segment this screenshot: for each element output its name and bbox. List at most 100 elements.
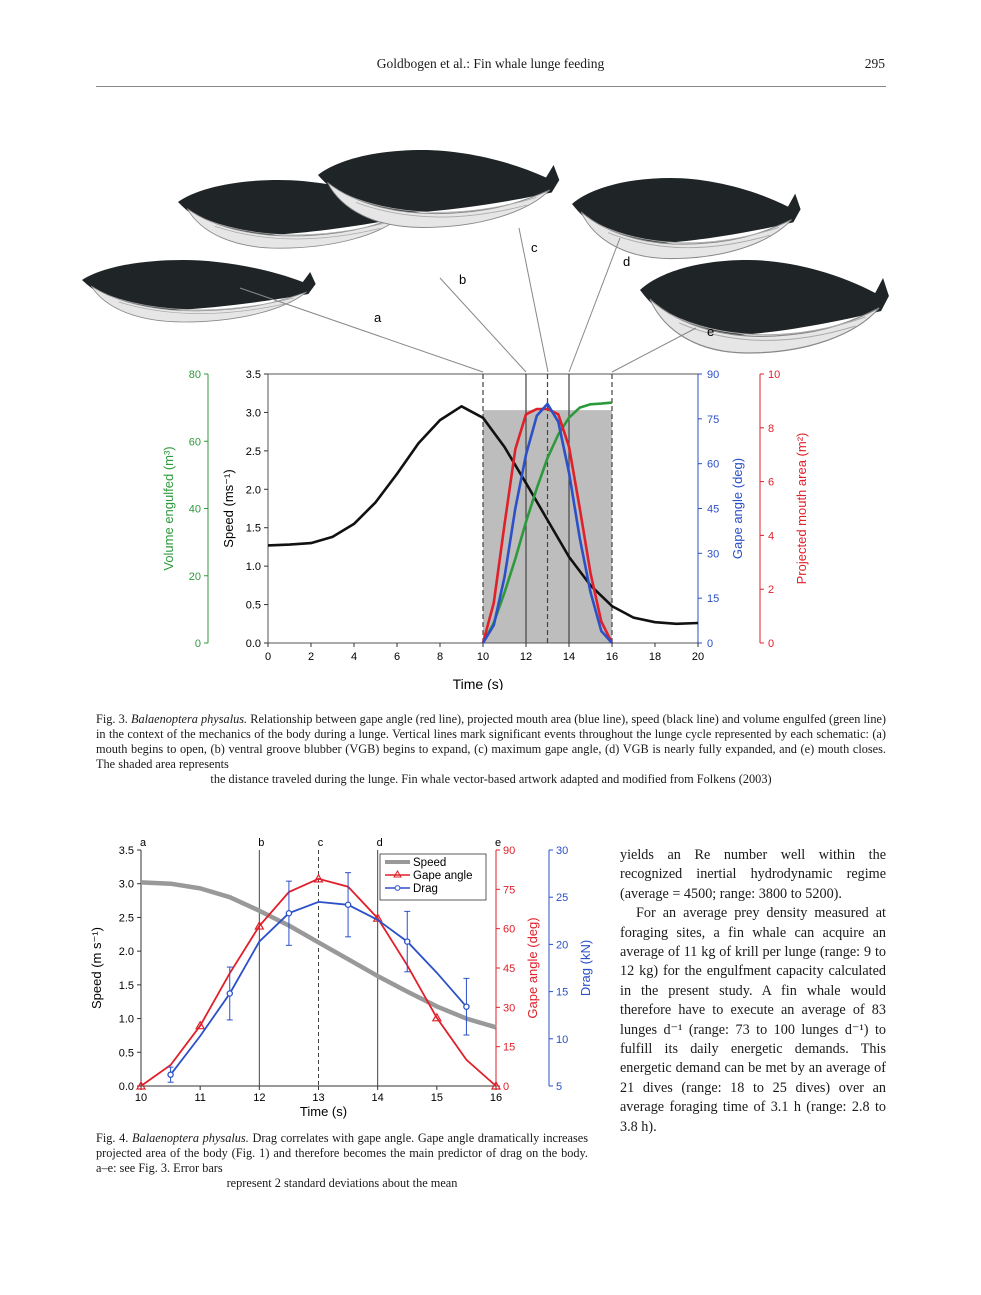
fig4-gape-marker [431,1012,442,1022]
event-letter-d: d [623,254,630,269]
fig4-gape-marker [313,873,324,883]
fig4-speed-tick-label: 0.0 [119,1081,134,1093]
fig3-speed-tick-label: 3.5 [246,369,261,381]
fig4-gape-tick-label: 0 [503,1081,509,1093]
fig3-area-tick-label: 0 [768,638,774,650]
fig3-x-tick-label: 0 [265,651,271,663]
fig4-caption-label: Fig. 4. [96,1131,129,1145]
fig3-area-tick-label: 6 [768,477,774,489]
fig3-x-tick-label: 16 [606,651,618,663]
fig4-event-letter-d: d [377,837,383,849]
fig4-x-tick-label: 12 [253,1092,265,1104]
fig3-volume-tick-label: 40 [189,504,201,516]
fig3-speed-tick-label: 0.5 [246,600,261,612]
fig3-series-line-3 [481,402,613,644]
fig4-gape-tick-label: 45 [503,963,515,975]
fig3-volume-tick-label: 80 [189,369,201,381]
fig4-event-letter-e: e [495,837,501,849]
fig4-caption: Fig. 4. Balaenoptera physalus. Drag corr… [96,1131,588,1191]
fig4-gape-marker [254,920,265,930]
fig3-caption: Fig. 3. Balaenoptera physalus. Relations… [96,712,886,787]
fig3-gape-tick-label: 15 [707,593,719,605]
fig4-speed-line [140,880,497,1030]
event-leader-lines [239,227,697,373]
fig4-event-letter-a: a [140,837,147,849]
fig4-legend-marker [393,870,402,878]
fig4-gape-marker [195,1020,206,1030]
fig3-gape-tick-label: 75 [707,414,719,426]
fig4-drag-tick-label: 25 [556,892,568,904]
fig4-x-tick-label: 15 [431,1092,443,1104]
fig4-drag-marker [285,909,293,917]
fig4-drag-marker [463,1003,470,1010]
fig3-volume-tick-label: 20 [189,571,201,583]
body-paragraph-2: For an average prey density measured at … [620,905,886,1135]
fig4-speed-axis-label: Speed (m s⁻¹) [89,927,104,1009]
fig3-x-tick-label: 2 [308,651,314,663]
fig4-x-tick-label: 14 [372,1092,384,1104]
fig4-x-axis-label: Time (s) [300,1104,347,1119]
fig4-drag-axis-label: Drag (kN) [578,940,593,996]
fig4-x-tick-label: 16 [490,1092,502,1104]
fig3-x-tick-label: 10 [477,651,489,663]
fig3-gape-tick-label: 30 [707,548,719,560]
fig4-event-letter-c: c [318,837,324,849]
fig4-x-tick-label: 10 [135,1092,147,1104]
whale-a-icon [81,259,317,323]
fig4-gape-tick-label: 60 [503,924,515,936]
fig4-caption-text: Drag correlates with gape angle. Gape an… [96,1131,588,1175]
fig3-speed-tick-label: 3.0 [246,407,261,419]
fig4-drag-tick-label: 10 [556,1034,568,1046]
fig4-speed-tick-label: 3.0 [119,879,134,891]
fig4-gape-tick-label: 75 [503,884,515,896]
fig3-speed-tick-label: 2.0 [246,484,261,496]
fig4-gape-line [140,877,497,1087]
fig3-caption-last: the distance traveled during the lunge. … [210,772,772,786]
fig3-caption-text: Relationship between gape angle (red lin… [96,712,887,771]
fig4-drag-marker [344,901,352,909]
whale-e-icon [639,259,890,354]
fig3-x-tick-label: 20 [692,651,704,663]
whale-d-icon [571,177,802,260]
fig4-caption-last: represent 2 standard deviations about th… [226,1176,458,1190]
fig3-speed-axis-label: Speed (ms⁻¹) [221,469,236,547]
fig3-x-tick-label: 8 [437,651,443,663]
fig3-series-line-2 [481,407,614,644]
fig3-caption-species: Balaenoptera physalus. [130,712,248,726]
fig4-speed-tick-label: 1.0 [119,1014,134,1026]
fig3-speed-tick-label: 1.5 [246,523,261,535]
fig3-gape-axis-label: Gape angle (deg) [730,458,745,559]
fig4-gape-marker [490,1080,502,1090]
fig3-area-tick-label: 4 [768,530,774,542]
fig4-drag-line [169,900,468,1076]
fig3-x-axis-label: Time (s) [453,676,504,690]
fig4-speed-tick-label: 3.5 [119,845,134,857]
fig4-gape-axis-label: Gape angle (deg) [525,917,540,1018]
fig4-drag-marker [226,990,233,997]
body-paragraph-1: yields an Re number well within the reco… [620,847,886,902]
fig3-area-tick-label: 8 [768,423,774,435]
fig4-drag-tick-label: 30 [556,845,568,857]
fig3-gape-tick-label: 0 [707,638,713,650]
fig3-gape-tick-label: 90 [707,369,719,381]
event-letter-c: c [531,240,538,255]
running-title: Goldbogen et al.: Fin whale lunge feedin… [376,56,605,71]
fig3-gape-tick-label: 45 [707,504,719,516]
fig4-speed-tick-label: 2.5 [119,912,134,924]
fig4-legend-entry: Gape angle [413,870,472,882]
fig3-x-tick-label: 14 [563,651,575,663]
fig3-speed-tick-label: 1.0 [246,561,261,573]
fig4-drag-tick-label: 15 [556,987,568,999]
fig3-x-tick-label: 4 [351,651,357,663]
event-letter-e: e [707,324,714,339]
fig4-gape-tick-label: 90 [503,845,515,857]
page-number: 295 [864,56,885,71]
fig4-drag-tick-label: 5 [556,1081,562,1093]
fig4-x-tick-label: 11 [194,1092,205,1104]
fig3-series-line-1 [481,401,613,644]
fig4-gape-marker [372,912,383,922]
fig4-gape-tick-label: 15 [503,1042,515,1054]
fig3-area-axis-label: Projected mouth area (m²) [794,433,809,585]
fig4-chart: a b c d e 0.0 0.5 1.0 1.5 2.0 2.5 3.0 3.5 Speed (m s⁻… [89,837,593,1119]
